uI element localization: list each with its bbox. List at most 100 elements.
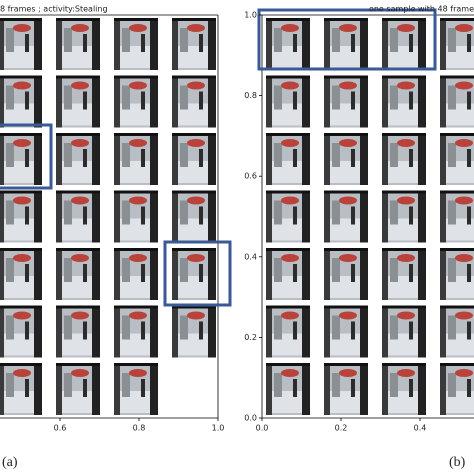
frame-person: [199, 264, 203, 282]
highlight-box: [257, 8, 437, 71]
frame-wall: [0, 248, 4, 300]
frame-thumbnail: [0, 133, 42, 185]
frame-person: [351, 91, 355, 110]
frame-person: [351, 379, 355, 397]
frame-wall: [440, 190, 446, 243]
frame-umbrella: [455, 369, 473, 377]
frame-thumbnail: [266, 18, 310, 70]
frame-wall: [360, 18, 368, 70]
frame-person: [467, 149, 471, 167]
frame-umbrella: [129, 311, 147, 320]
frame-person: [409, 91, 413, 110]
frame-top: [440, 363, 474, 366]
frame-umbrella: [281, 81, 299, 90]
frame-top: [324, 75, 368, 79]
frame-top: [266, 133, 310, 136]
frame-wall: [324, 75, 330, 128]
frame-top: [382, 248, 426, 251]
frame-wall: [34, 363, 42, 415]
frame-wall: [440, 133, 446, 185]
frame-door: [448, 315, 456, 340]
frame-umbrella: [13, 369, 31, 377]
frame-umbrella: [187, 311, 205, 320]
frame-door: [390, 85, 398, 110]
frame-person: [293, 149, 297, 167]
frame-top: [382, 305, 426, 309]
frame-wall: [34, 305, 42, 358]
frame-top: [114, 363, 158, 366]
frame-thumbnail: [440, 305, 474, 358]
frame-top: [440, 248, 474, 251]
frame-wall: [302, 190, 310, 243]
frame-wall: [172, 133, 178, 185]
frame-person: [409, 379, 413, 397]
frame-thumbnail: [56, 133, 100, 185]
frame-door: [448, 85, 456, 110]
frame-umbrella: [71, 139, 89, 147]
frame-top: [440, 18, 474, 21]
frame-person: [351, 149, 355, 167]
frame-umbrella: [455, 254, 473, 262]
frame-thumbnail: [266, 133, 310, 185]
frame-wall: [208, 248, 216, 300]
frame-thumbnail: [266, 248, 310, 300]
frame-person: [293, 264, 297, 282]
frame-umbrella: [71, 196, 89, 205]
frame-person: [467, 264, 471, 282]
frame-wall: [266, 133, 272, 185]
frame-umbrella: [187, 139, 205, 147]
y-tick-label: 0.2: [244, 333, 257, 342]
frame-umbrella: [455, 81, 473, 90]
frame-top: [56, 305, 100, 309]
frame-wall: [208, 75, 216, 128]
frame-top: [382, 75, 426, 79]
frame-top: [0, 248, 42, 251]
frame-top: [114, 75, 158, 79]
frame-door: [122, 373, 130, 397]
frame-top: [172, 305, 216, 309]
frame-thumbnail: [56, 248, 100, 300]
frame-wall: [208, 133, 216, 185]
frame-person: [293, 91, 297, 110]
frame-door: [6, 258, 14, 282]
y-tick-label: 0.8: [244, 91, 257, 100]
frame-wall: [114, 133, 120, 185]
frame-top: [266, 248, 310, 251]
frame-top: [440, 305, 474, 309]
frame-wall: [92, 248, 100, 300]
frame-top: [56, 75, 100, 79]
frame-umbrella: [281, 139, 299, 147]
x-tick-label: 0.8: [133, 424, 146, 433]
frame-person: [83, 91, 87, 110]
frame-umbrella: [129, 81, 147, 90]
frame-wall: [92, 363, 100, 415]
frame-wall: [208, 305, 216, 358]
frame-thumbnail: [0, 18, 42, 70]
frame-thumbnail: [56, 18, 100, 70]
frame-thumbnails: [0, 18, 474, 415]
frame-wall: [34, 248, 42, 300]
frame-umbrella: [13, 24, 31, 32]
frame-wall: [150, 248, 158, 300]
frame-door: [64, 200, 72, 225]
frame-top: [324, 248, 368, 251]
frame-person: [141, 34, 145, 52]
frame-thumbnail: [440, 133, 474, 185]
frame-umbrella: [397, 254, 415, 262]
frame-top: [172, 190, 216, 194]
frame-door: [448, 258, 456, 282]
frame-door: [122, 258, 130, 282]
frame-wall: [302, 75, 310, 128]
frame-wall: [440, 363, 446, 415]
frame-thumbnail: [0, 190, 42, 243]
frame-wall: [266, 305, 272, 358]
frame-door: [274, 315, 282, 340]
frame-top: [114, 190, 158, 194]
frame-thumbnail: [0, 75, 42, 128]
frame-top: [382, 363, 426, 366]
frame-person: [351, 34, 355, 52]
frame-person: [25, 264, 29, 282]
frame-umbrella: [281, 369, 299, 377]
frame-wall: [418, 18, 426, 70]
frame-umbrella: [71, 369, 89, 377]
